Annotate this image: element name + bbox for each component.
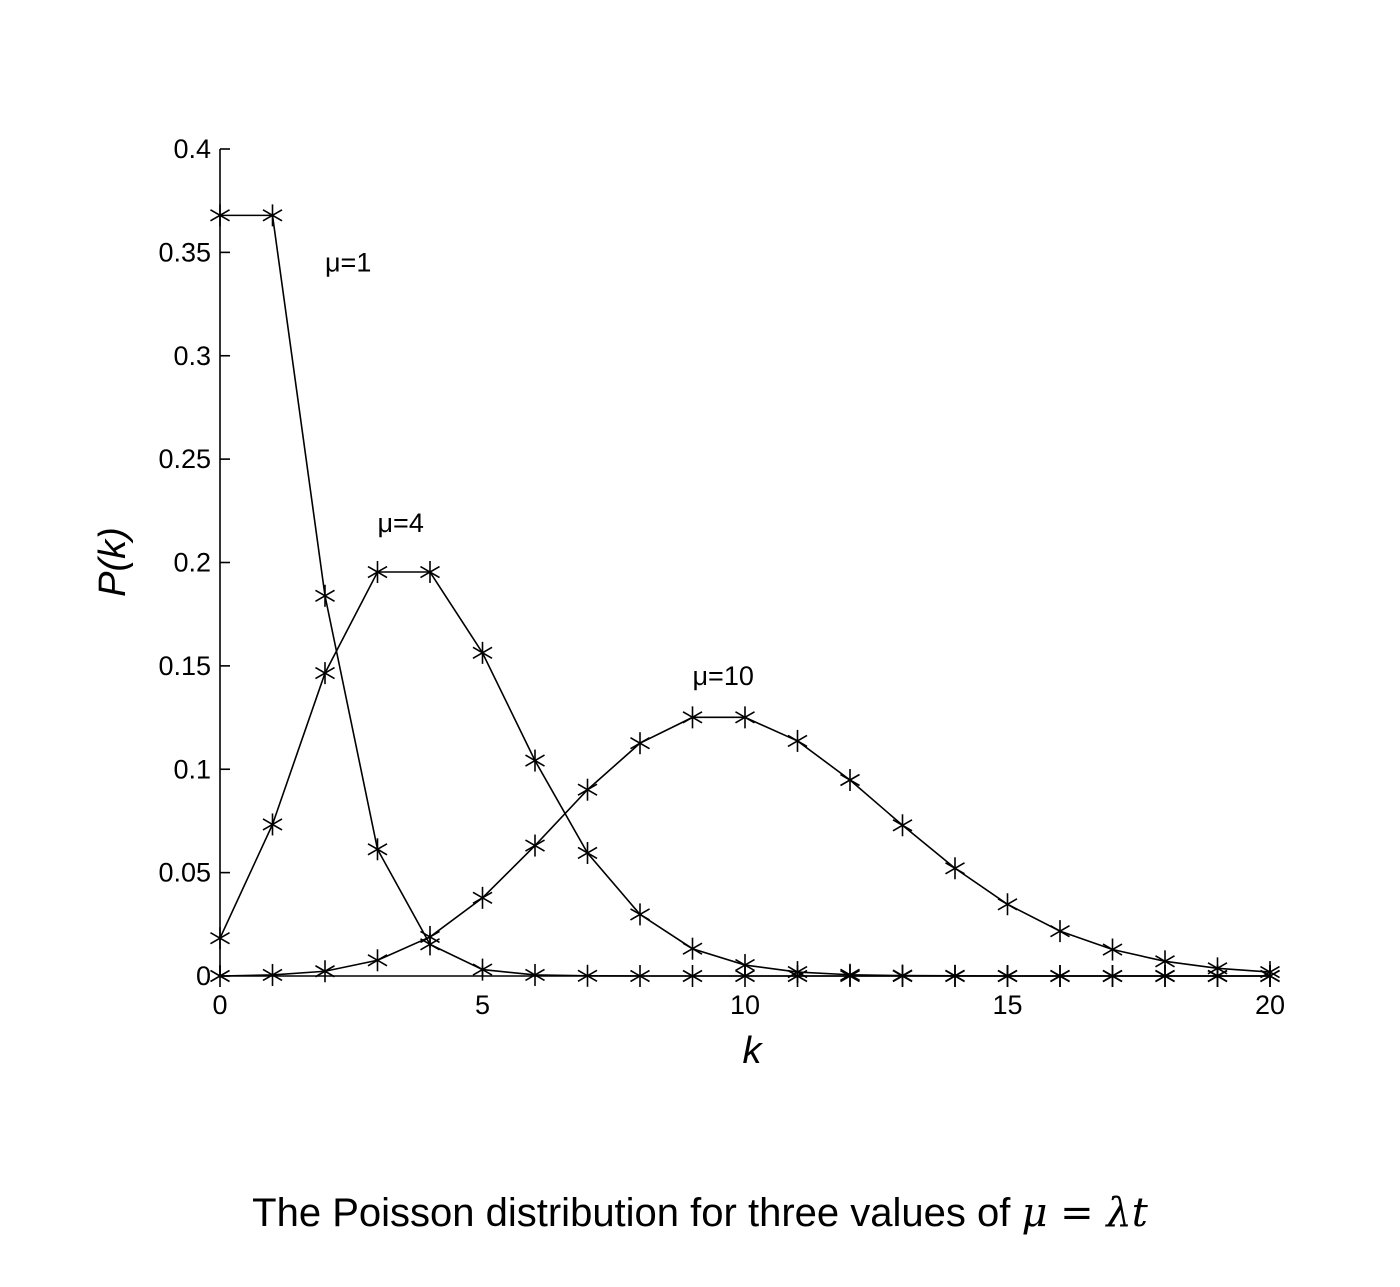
data-point — [787, 729, 808, 752]
data-point — [945, 964, 965, 987]
data-point — [735, 706, 755, 729]
data-point — [420, 925, 440, 948]
data-point — [630, 732, 650, 755]
data-point — [945, 857, 965, 880]
data-point — [315, 662, 335, 685]
data-point — [630, 965, 650, 987]
y-tick-label: 0.3 — [173, 341, 211, 371]
data-point — [472, 958, 493, 981]
data-point — [577, 778, 598, 801]
data-point — [315, 960, 335, 983]
series-3 — [210, 706, 1280, 987]
data-point — [262, 963, 283, 986]
data-point — [682, 706, 703, 729]
data-point — [577, 964, 598, 987]
data-point — [367, 838, 388, 861]
data-point — [787, 961, 808, 984]
x-tick-label: 10 — [730, 990, 760, 1020]
series-layer — [210, 204, 1280, 987]
data-point — [367, 949, 388, 972]
y-tick-label: 0.2 — [173, 548, 211, 578]
data-point — [682, 937, 703, 960]
data-point — [997, 965, 1018, 987]
y-tick-label: 0.15 — [158, 651, 211, 681]
data-point — [525, 834, 545, 857]
data-point — [840, 963, 860, 986]
data-point — [1102, 938, 1123, 961]
data-point — [262, 813, 283, 836]
series-line — [219, 571, 1270, 977]
poisson-chart: 0 0.05 0.1 0.15 0.2 0.25 0.3 0.35 0.4 0 5 10 15 20 μ=… — [92, 134, 1285, 1072]
data-point — [210, 965, 230, 987]
data-point — [525, 749, 545, 772]
caption-math: μ = λt — [1021, 1190, 1148, 1236]
data-point — [1207, 957, 1228, 980]
data-point — [577, 841, 598, 864]
series-line — [220, 214, 1270, 977]
data-point — [1050, 920, 1070, 943]
data-point — [892, 964, 913, 987]
x-axis-label: k — [743, 1030, 764, 1072]
y-tick-label: 0 — [196, 961, 211, 991]
data-point — [682, 965, 703, 987]
data-point — [892, 814, 913, 837]
caption-text: The Poisson distribution for three value… — [252, 1191, 1022, 1235]
y-tick-label: 0.4 — [173, 134, 211, 164]
data-point — [1050, 965, 1070, 987]
axes: 0 0.05 0.1 0.15 0.2 0.25 0.3 0.35 0.4 0 5 10 15 20 — [158, 134, 1285, 1020]
x-tick-label: 20 — [1255, 990, 1285, 1020]
y-axis-label: P(k) — [92, 527, 134, 597]
data-point — [735, 954, 755, 977]
y-tick-label: 0.25 — [158, 444, 211, 474]
y-tick-label: 0.1 — [173, 754, 211, 784]
data-point — [210, 927, 230, 950]
data-point — [262, 204, 283, 227]
series-1 — [210, 204, 1280, 987]
data-point — [997, 893, 1018, 916]
data-point — [472, 886, 493, 909]
x-tick-label: 5 — [475, 990, 490, 1020]
series-annotation: μ=10 — [693, 661, 754, 691]
data-point — [630, 903, 650, 926]
series-2 — [210, 561, 1280, 987]
figure-caption: The Poisson distribution for three value… — [0, 1190, 1400, 1236]
x-tick-label: 0 — [212, 990, 227, 1020]
x-tick-label: 15 — [992, 990, 1022, 1020]
data-point — [1155, 950, 1175, 973]
data-point — [840, 769, 860, 792]
data-point — [1260, 961, 1280, 984]
series-annotation: μ=1 — [325, 248, 371, 278]
y-tick-label: 0.05 — [158, 858, 211, 888]
data-point — [1102, 965, 1123, 987]
annotation-layer: μ=1 μ=4 μ=10 — [325, 248, 754, 692]
series-annotation: μ=4 — [378, 508, 424, 538]
data-point — [472, 641, 493, 664]
data-point — [525, 963, 545, 986]
data-point — [367, 561, 388, 584]
y-tick-label: 0.35 — [158, 237, 211, 267]
data-point — [210, 204, 230, 227]
data-point — [420, 561, 440, 584]
data-point — [315, 584, 335, 607]
